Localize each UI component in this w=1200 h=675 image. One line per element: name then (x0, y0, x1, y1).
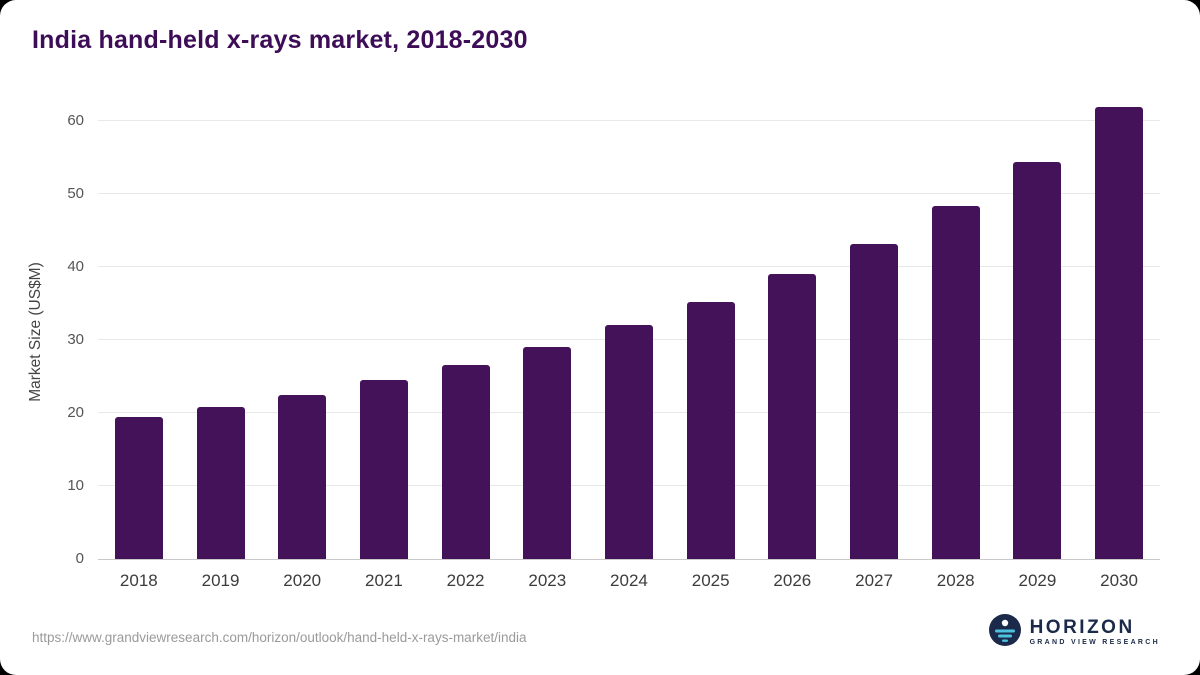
x-axis-label-2029: 2029 (1018, 571, 1057, 590)
bar-2018 (114, 416, 163, 559)
plot-area: Market Size (US$M) 0 10 20 30 40 50 60 2018 201… (27, 105, 1160, 590)
horizon-sunset-icon (988, 614, 1021, 651)
x-axis-labels: 2018 2019 2020 2021 2022 2023 2024 2025 2026 2027… (98, 571, 1160, 591)
x-axis-label-2027: 2027 (855, 571, 893, 590)
x-axis-label-2019: 2019 (201, 571, 240, 590)
x-axis-label-2026: 2026 (773, 571, 812, 590)
brand-logo: HORIZON GRAND VIEW RESEARCH (988, 614, 1160, 651)
chart-title: India hand-held x-rays market, 2018-2030 (32, 26, 528, 54)
bar-slot-2022 (425, 364, 507, 559)
y-axis-title: Market Size (US$M) (27, 262, 44, 402)
bar-slot-2024 (588, 325, 670, 559)
x-axis-label-2018: 2018 (119, 571, 158, 590)
gridline-40 (98, 266, 1160, 267)
bar-slot-2027 (833, 243, 915, 559)
x-axis-label-2028: 2028 (936, 571, 975, 590)
x-axis-label-2024: 2024 (610, 571, 648, 590)
bar-2027 (850, 243, 899, 559)
bar-2019 (196, 407, 245, 559)
y-tick-label-30: 30 (67, 331, 84, 348)
bar-2020 (278, 395, 327, 559)
brand-name: HORIZON (1029, 617, 1135, 638)
bar-slot-2025 (670, 302, 752, 559)
gridline-50 (98, 193, 1160, 194)
bars-container (98, 105, 1160, 559)
source-url: https://www.grandviewresearch.com/horizo… (32, 630, 527, 645)
x-axis-label-2022: 2022 (446, 571, 485, 590)
bar-2028 (931, 205, 980, 559)
gridline-60 (98, 120, 1160, 121)
x-axis-label-2021: 2021 (364, 571, 403, 590)
x-axis-label-2025: 2025 (691, 571, 730, 590)
brand-logo-text: HORIZON GRAND VIEW RESEARCH (1030, 618, 1160, 647)
bar-slot-2018 (98, 416, 180, 559)
bar-2021 (359, 380, 408, 559)
bar-slot-2029 (997, 161, 1079, 559)
bar-slot-2019 (180, 407, 262, 559)
bar-slot-2026 (752, 274, 834, 559)
y-tick-label-0: 0 (75, 550, 84, 567)
x-axis-label-2020: 2020 (283, 571, 322, 590)
bar-slot-2028 (915, 205, 997, 559)
y-tick-label-50: 50 (67, 185, 84, 202)
bar-slot-2030 (1078, 107, 1160, 559)
y-tick-label-20: 20 (67, 404, 84, 421)
bar-2023 (523, 346, 572, 559)
y-tick-label-60: 60 (67, 112, 84, 129)
brand-subtitle: GRAND VIEW RESEARCH (1029, 639, 1160, 646)
y-tick-label-40: 40 (67, 258, 84, 275)
y-tick-label-10: 10 (67, 477, 84, 494)
bar-2025 (686, 302, 735, 559)
bar-slot-2023 (506, 346, 588, 559)
bar-slot-2020 (261, 395, 343, 559)
bar-2029 (1013, 161, 1062, 559)
x-axis-label-2030: 2030 (1100, 571, 1138, 590)
bar-slot-2021 (343, 380, 425, 559)
bar-2022 (441, 364, 490, 559)
bar-2026 (768, 274, 817, 559)
bar-2030 (1095, 107, 1144, 559)
x-axis-label-2023: 2023 (528, 571, 567, 590)
bar-2024 (604, 325, 653, 559)
